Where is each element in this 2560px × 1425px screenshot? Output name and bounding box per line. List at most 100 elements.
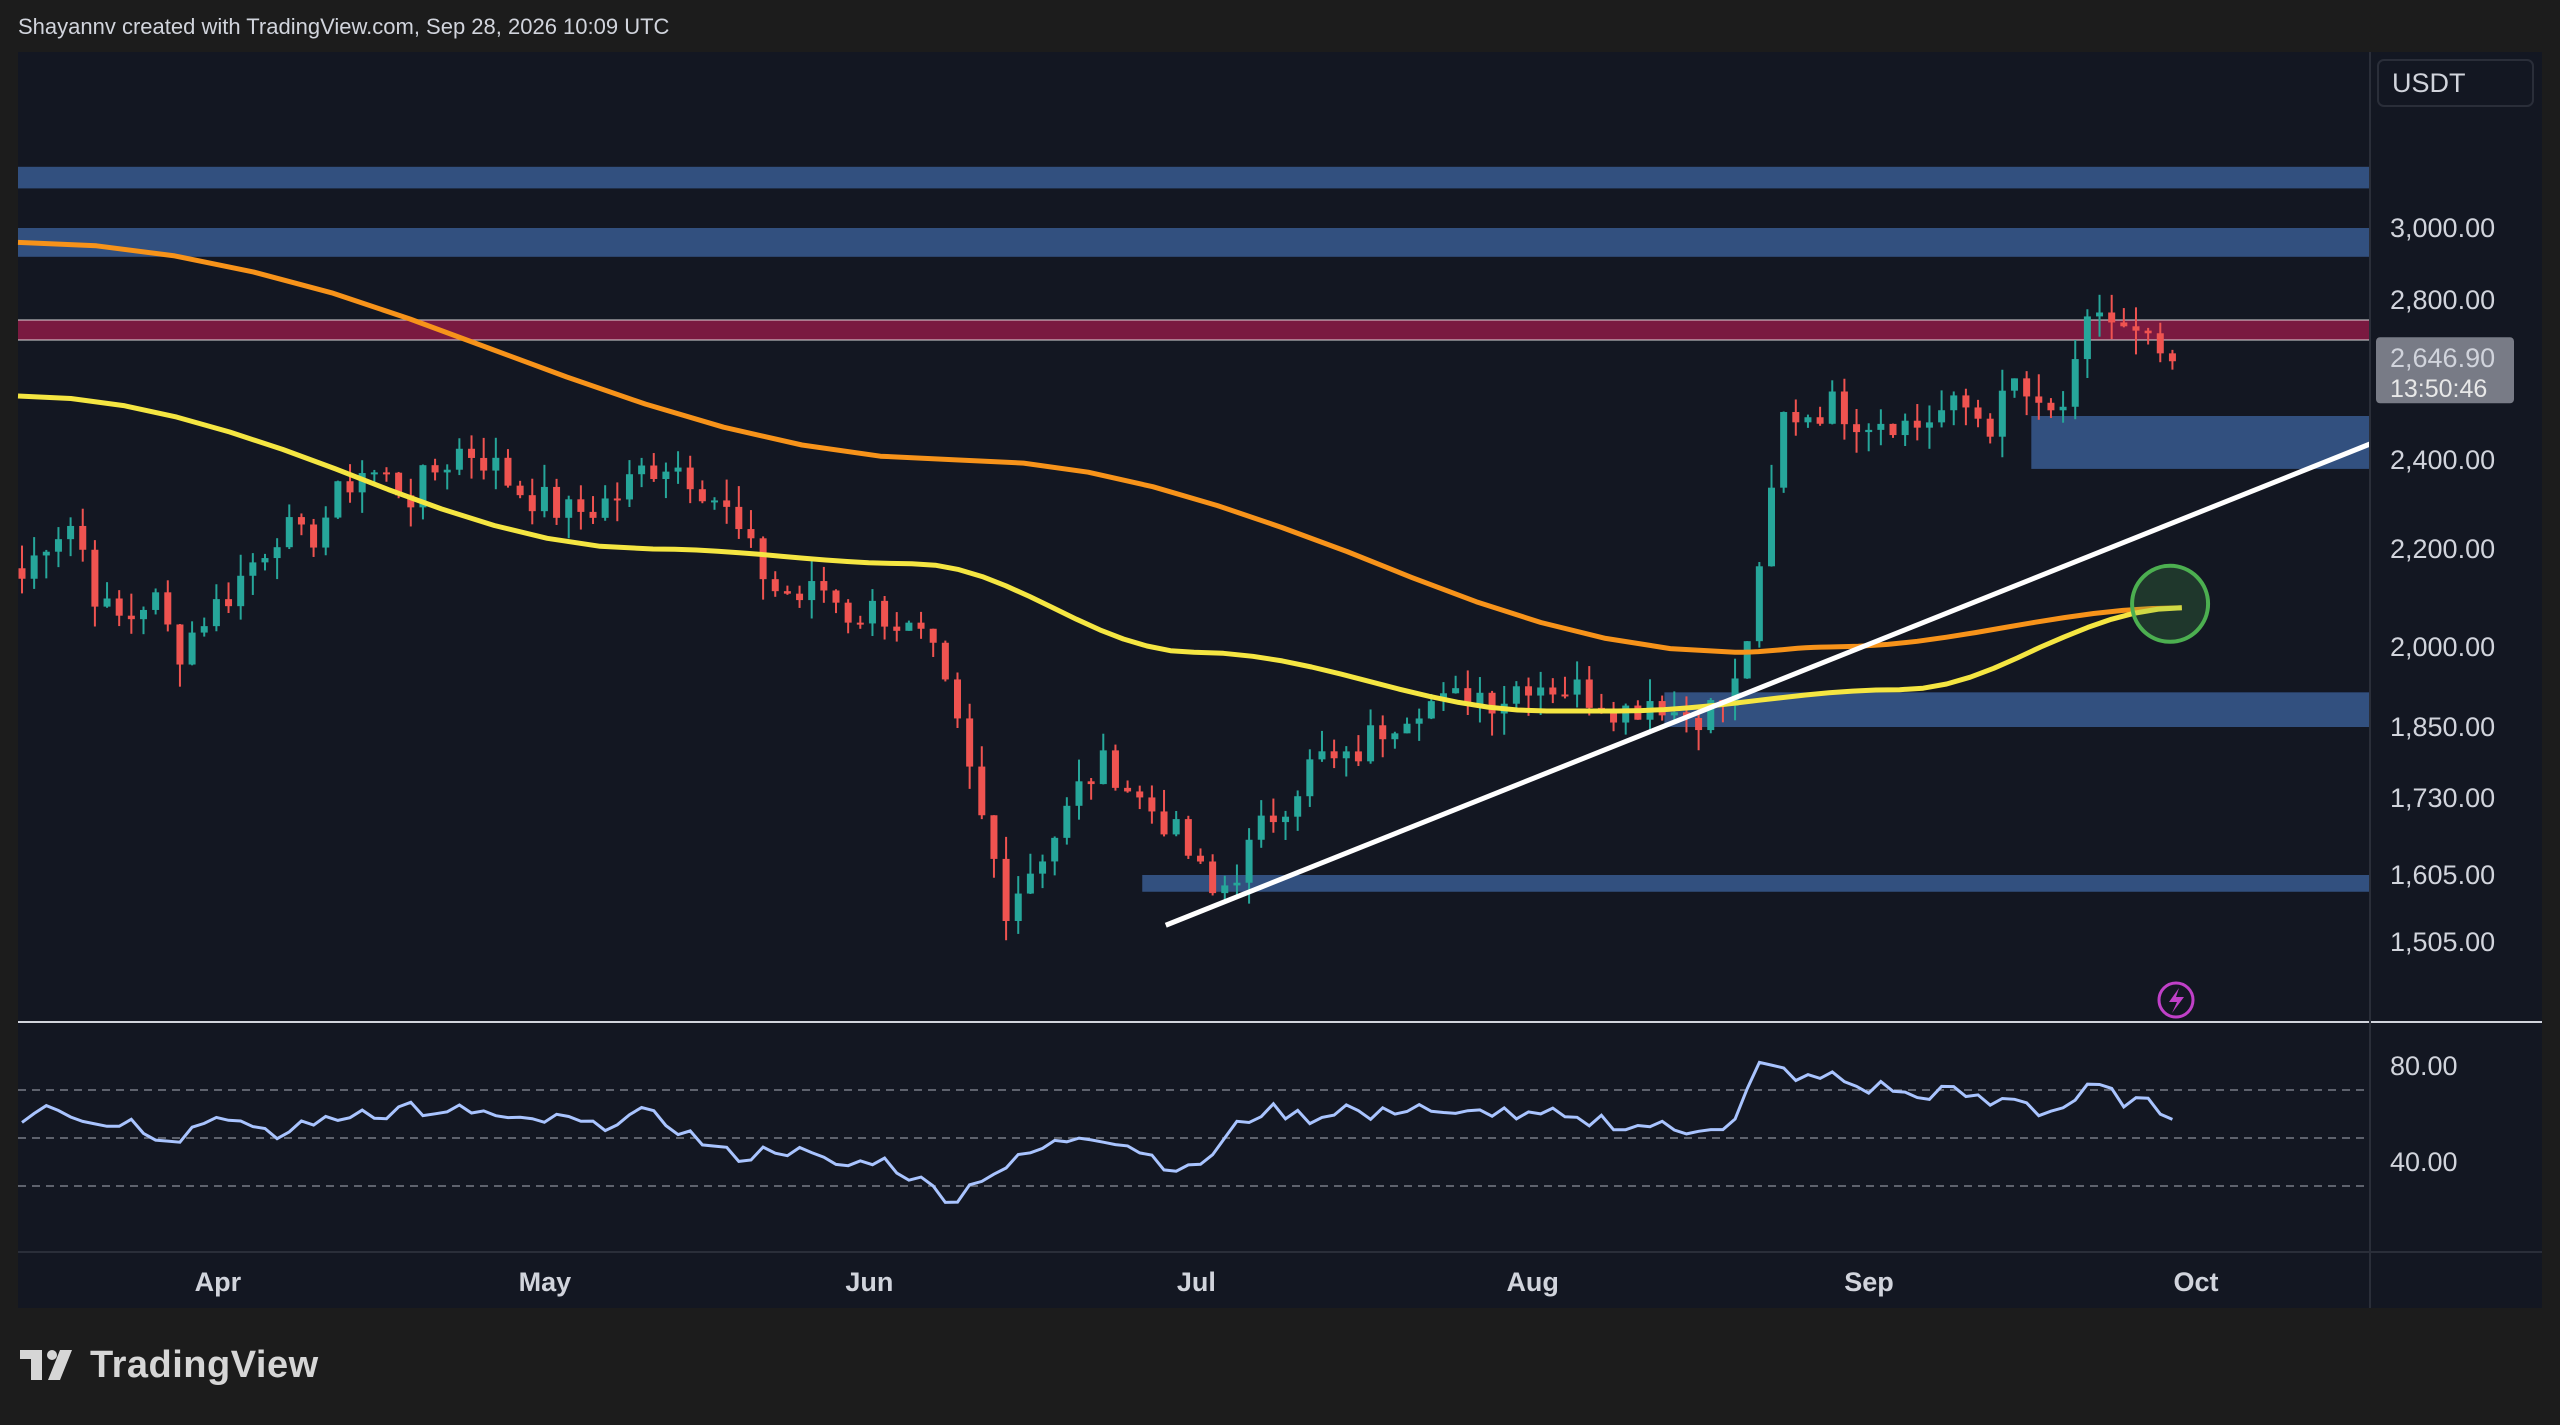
candle[interactable] — [1610, 701, 1618, 732]
candle[interactable] — [91, 540, 99, 627]
candle[interactable] — [1269, 798, 1277, 833]
candle[interactable] — [2083, 309, 2091, 378]
candle[interactable] — [589, 496, 597, 524]
candle[interactable] — [1962, 388, 1970, 426]
candle[interactable] — [322, 506, 330, 556]
candle[interactable] — [1792, 399, 1800, 436]
candle[interactable] — [990, 815, 998, 878]
candle[interactable] — [54, 527, 62, 568]
candle[interactable] — [929, 628, 937, 657]
candle[interactable] — [1148, 785, 1156, 824]
candle[interactable] — [310, 518, 318, 557]
candle[interactable] — [285, 504, 293, 550]
candle[interactable] — [2047, 398, 2055, 418]
candle[interactable] — [1379, 715, 1387, 758]
candle[interactable] — [127, 593, 135, 634]
candle[interactable] — [2156, 322, 2164, 363]
candle[interactable] — [1136, 785, 1144, 810]
zone-supply-1[interactable] — [18, 228, 2370, 257]
candle[interactable] — [832, 589, 840, 614]
candle[interactable] — [759, 536, 767, 600]
candle[interactable] — [1816, 406, 1824, 426]
trendline[interactable] — [1164, 441, 2371, 928]
candle[interactable] — [941, 640, 949, 682]
candle[interactable] — [1184, 815, 1192, 859]
candle[interactable] — [625, 460, 633, 508]
candle[interactable] — [2059, 391, 2067, 423]
zone-demand-5[interactable] — [1142, 875, 2370, 892]
candle[interactable] — [504, 449, 512, 488]
candle[interactable] — [1573, 661, 1581, 708]
candle[interactable] — [419, 464, 427, 520]
candle[interactable] — [334, 480, 342, 519]
candle[interactable] — [273, 538, 281, 580]
candle[interactable] — [30, 537, 38, 589]
candle[interactable] — [1403, 717, 1411, 734]
candle[interactable] — [1512, 681, 1520, 711]
candle[interactable] — [735, 486, 743, 539]
candle[interactable] — [2108, 294, 2116, 340]
candle[interactable] — [966, 703, 974, 789]
candle[interactable] — [407, 478, 415, 527]
candle[interactable] — [1391, 731, 1399, 749]
candle[interactable] — [1853, 408, 1861, 453]
candle[interactable] — [978, 746, 986, 820]
candle[interactable] — [2168, 349, 2176, 370]
candle[interactable] — [1938, 390, 1946, 428]
candle[interactable] — [1354, 735, 1362, 767]
candle[interactable] — [1561, 676, 1569, 699]
candle[interactable] — [820, 566, 828, 603]
candle[interactable] — [164, 580, 172, 632]
candle[interactable] — [650, 453, 658, 482]
candle[interactable] — [1986, 413, 1994, 444]
candle[interactable] — [516, 480, 524, 499]
candle[interactable] — [1476, 677, 1484, 723]
candle[interactable] — [893, 612, 901, 642]
candle[interactable] — [844, 599, 852, 634]
candle[interactable] — [152, 588, 160, 615]
candle[interactable] — [455, 438, 463, 476]
candle[interactable] — [1452, 675, 1460, 694]
candle[interactable] — [1537, 671, 1545, 715]
candle[interactable] — [553, 478, 561, 525]
candle[interactable] — [1172, 810, 1180, 837]
candle[interactable] — [115, 590, 123, 627]
candle[interactable] — [868, 589, 876, 637]
candle[interactable] — [1974, 399, 1982, 428]
candle[interactable] — [905, 620, 913, 631]
candle[interactable] — [698, 480, 706, 504]
candle[interactable] — [1804, 414, 1812, 428]
candle[interactable] — [79, 508, 87, 562]
candle[interactable] — [783, 585, 791, 595]
candle[interactable] — [67, 517, 75, 557]
candle[interactable] — [188, 621, 196, 666]
lightning-icon[interactable] — [2157, 981, 2195, 1019]
candle[interactable] — [1342, 746, 1350, 777]
candle[interactable] — [103, 582, 111, 608]
candle[interactable] — [1670, 691, 1678, 721]
candle[interactable] — [1160, 789, 1168, 837]
candle[interactable] — [249, 553, 257, 595]
candle[interactable] — [808, 558, 816, 619]
candle[interactable] — [1549, 678, 1557, 704]
candle[interactable] — [1415, 708, 1423, 741]
candle[interactable] — [856, 615, 864, 629]
candle[interactable] — [1950, 391, 1958, 426]
candle[interactable] — [1063, 797, 1071, 845]
ema-100-line[interactable] — [17, 393, 2182, 714]
candle[interactable] — [1585, 666, 1593, 716]
candle[interactable] — [711, 497, 719, 510]
candle[interactable] — [212, 584, 220, 632]
candle[interactable] — [674, 451, 682, 484]
candle[interactable] — [1464, 670, 1472, 716]
candle[interactable] — [1026, 853, 1034, 894]
candle[interactable] — [1925, 405, 1933, 449]
highlight-circle[interactable] — [2130, 563, 2211, 644]
zone-demand-3[interactable] — [2031, 416, 2370, 469]
candle[interactable] — [1330, 739, 1338, 769]
ema-200-line[interactable] — [17, 239, 2182, 655]
candle[interactable] — [1318, 730, 1326, 762]
currency-badge[interactable] — [2377, 59, 2534, 107]
candle[interactable] — [358, 460, 366, 513]
